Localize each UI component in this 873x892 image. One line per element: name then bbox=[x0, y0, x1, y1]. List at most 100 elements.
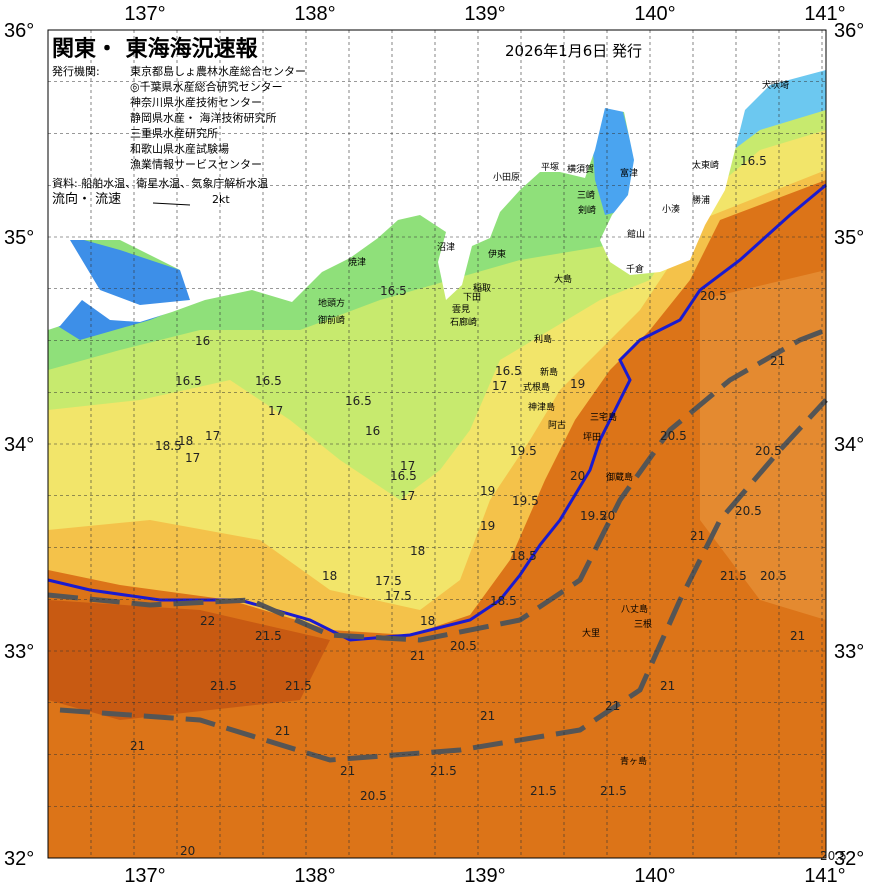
place-name: 伊東 bbox=[488, 248, 506, 260]
header: 関東・ 東海海況速報 2026年1月6日 発行 発行機関: 資料: 船舶水温、衛… bbox=[52, 36, 642, 207]
place-name: 剣崎 bbox=[578, 204, 596, 216]
isotherm-label: 19.5 bbox=[512, 494, 539, 508]
isotherm-label: 19.5 bbox=[510, 444, 537, 458]
isotherm-label: 18 bbox=[178, 434, 193, 448]
place-name: 小湊 bbox=[662, 203, 680, 215]
lat-label: 36° bbox=[4, 20, 34, 42]
isotherm-label: 21.5 bbox=[720, 569, 747, 583]
isotherm-label: 20.5 bbox=[820, 849, 847, 863]
isotherm-label: 19.5 bbox=[580, 509, 607, 523]
issuer: 静岡県水産・ 海洋技術研究所 bbox=[130, 111, 277, 125]
issuer: 東京都島しょ農林水産総合センター bbox=[130, 64, 306, 78]
isotherm-label: 16.5 bbox=[380, 284, 407, 298]
issuer: 三重県水産研究所 bbox=[130, 126, 218, 140]
isotherm-label: 19 bbox=[480, 519, 495, 533]
place-name: 坪田 bbox=[583, 432, 601, 443]
flow-legend: 流向・ 流速 bbox=[52, 191, 121, 207]
lat-label: 33° bbox=[4, 641, 34, 663]
lon-label: 140° bbox=[634, 3, 675, 25]
title: 関東・ 東海海況速報 bbox=[52, 36, 259, 62]
issue-date: 2026年1月6日 発行 bbox=[505, 42, 642, 60]
place-name: 大島 bbox=[554, 273, 572, 285]
isotherm-label: 20.5 bbox=[660, 429, 687, 443]
lon-label: 138° bbox=[294, 865, 335, 887]
lat-label: 34° bbox=[834, 434, 864, 456]
kuroshio-axis bbox=[47, 183, 827, 642]
isotherm-label: 16.5 bbox=[390, 469, 417, 483]
place-name: 富津 bbox=[620, 167, 638, 179]
isotherm-label: 17 bbox=[185, 451, 200, 465]
isotherm-label: 21 bbox=[410, 649, 425, 663]
isotherm-label: 17 bbox=[492, 379, 507, 393]
lon-label: 138° bbox=[294, 3, 335, 25]
issuer: 神奈川県水産技術センター bbox=[130, 95, 262, 109]
isotherm-label: 18 bbox=[322, 569, 337, 583]
place-name: 平塚 bbox=[541, 162, 559, 173]
flow-arrow bbox=[152, 202, 191, 206]
lon-label: 141° bbox=[804, 3, 845, 25]
land bbox=[48, 30, 826, 330]
isotherm-label: 16.5 bbox=[495, 364, 522, 378]
isotherm-label: 17 bbox=[205, 429, 220, 443]
place-name: 雲見 bbox=[452, 304, 470, 315]
isotherm-label: 20.5 bbox=[360, 789, 387, 803]
flow-scale: 2kt bbox=[212, 193, 230, 206]
isotherm-label: 16.5 bbox=[345, 394, 372, 408]
lat-label: 34° bbox=[4, 434, 34, 456]
place-name: 式根島 bbox=[523, 381, 550, 393]
lat-label: 35° bbox=[834, 227, 864, 249]
isotherm-label: 21 bbox=[790, 629, 805, 643]
isotherm-label: 21 bbox=[480, 709, 495, 723]
lon-label: 137° bbox=[124, 3, 165, 25]
place-name: 新島 bbox=[540, 366, 558, 378]
lon-label: 137° bbox=[124, 865, 165, 887]
place-name: 大里 bbox=[582, 627, 600, 639]
isotherm-label: 17 bbox=[400, 489, 415, 503]
isotherm-label: 21.5 bbox=[530, 784, 557, 798]
isotherm-label: 21.5 bbox=[210, 679, 237, 693]
isotherm-label: 18.5 bbox=[155, 439, 182, 453]
map-frame bbox=[47, 29, 827, 859]
place-name: 三崎 bbox=[577, 189, 595, 201]
place-name: 八丈島 bbox=[621, 603, 648, 615]
isotherm-label: 17 bbox=[268, 404, 283, 418]
place-name: 下田 bbox=[463, 292, 481, 303]
isotherm-label: 21 bbox=[690, 529, 705, 543]
isotherm-label: 21 bbox=[770, 354, 785, 368]
isotherm-label: 21.5 bbox=[430, 764, 457, 778]
isotherm-label: 19 bbox=[480, 484, 495, 498]
place-name: 横須賀 bbox=[567, 163, 594, 175]
place-name: 阿古 bbox=[548, 419, 566, 431]
tokyo-bay bbox=[590, 100, 635, 215]
lat-label: 32° bbox=[4, 848, 34, 870]
place-name: 地頭方 bbox=[318, 297, 345, 309]
isotherm-label: 18 bbox=[410, 544, 425, 558]
place-name: 稲取 bbox=[473, 282, 491, 294]
isotherm-label: 21.5 bbox=[285, 679, 312, 693]
issuer: 和歌山県水産試験場 bbox=[130, 142, 229, 156]
isotherm-label: 16.5 bbox=[740, 154, 767, 168]
isotherm-label: 16 bbox=[195, 334, 210, 348]
isotherm-label: 21 bbox=[340, 764, 355, 778]
place-name: 御蔵島 bbox=[606, 471, 633, 483]
isotherm-label: 19 bbox=[570, 377, 585, 391]
isotherm-label: 21 bbox=[660, 679, 675, 693]
isotherm-label: 22 bbox=[200, 614, 215, 628]
isotherm-label: 21 bbox=[275, 724, 290, 738]
lon-label: 139° bbox=[464, 865, 505, 887]
isotherm-label: 20 bbox=[180, 844, 195, 858]
issuer-label: 発行機関: bbox=[52, 64, 100, 78]
lon-label: 141° bbox=[804, 865, 845, 887]
place-name: 犬吠埼 bbox=[762, 79, 789, 91]
isotherm-label: 18 bbox=[420, 614, 435, 628]
lon-label: 140° bbox=[634, 865, 675, 887]
isotherm-label: 20.5 bbox=[755, 444, 782, 458]
kuroshio-edge-1 bbox=[47, 327, 827, 643]
place-name: 三根 bbox=[634, 618, 652, 630]
place-name: 三宅島 bbox=[590, 411, 617, 423]
isotherm-label: 16.5 bbox=[255, 374, 282, 388]
place-name: 利島 bbox=[534, 333, 552, 345]
place-name: 勝浦 bbox=[692, 194, 710, 206]
lat-label: 36° bbox=[834, 20, 864, 42]
